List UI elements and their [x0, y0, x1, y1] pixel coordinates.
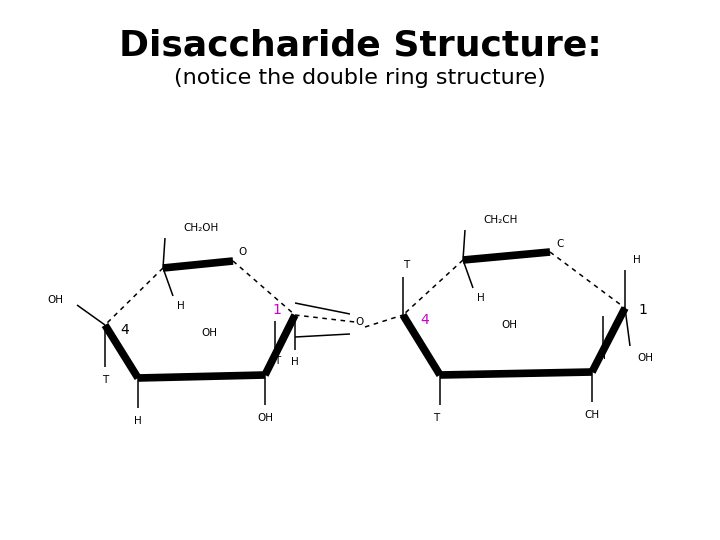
- Text: T: T: [403, 260, 409, 270]
- Text: OH: OH: [47, 295, 63, 305]
- Text: OH: OH: [201, 328, 217, 338]
- Text: T: T: [102, 375, 108, 385]
- Text: 4: 4: [121, 323, 130, 337]
- Text: 1: 1: [639, 303, 647, 317]
- Text: (notice the double ring structure): (notice the double ring structure): [174, 68, 546, 88]
- Text: T: T: [433, 413, 439, 423]
- Text: OH: OH: [637, 353, 653, 363]
- Text: O: O: [238, 247, 246, 257]
- Text: I: I: [603, 351, 606, 361]
- Text: C: C: [556, 239, 563, 249]
- Text: OH: OH: [501, 320, 517, 330]
- Text: H: H: [134, 416, 142, 426]
- Text: H: H: [477, 293, 485, 303]
- Text: CH₂CH: CH₂CH: [483, 215, 518, 225]
- Text: H: H: [633, 255, 641, 265]
- Text: OH: OH: [257, 413, 273, 423]
- Text: CH₂OH: CH₂OH: [183, 223, 218, 233]
- Text: T: T: [274, 356, 280, 366]
- Text: H: H: [291, 357, 299, 367]
- Text: 1: 1: [273, 303, 282, 317]
- Text: 4: 4: [420, 313, 429, 327]
- Text: H: H: [177, 301, 185, 311]
- Text: Disaccharide Structure:: Disaccharide Structure:: [119, 28, 601, 62]
- Text: CH: CH: [585, 410, 600, 420]
- Text: O: O: [356, 317, 364, 327]
